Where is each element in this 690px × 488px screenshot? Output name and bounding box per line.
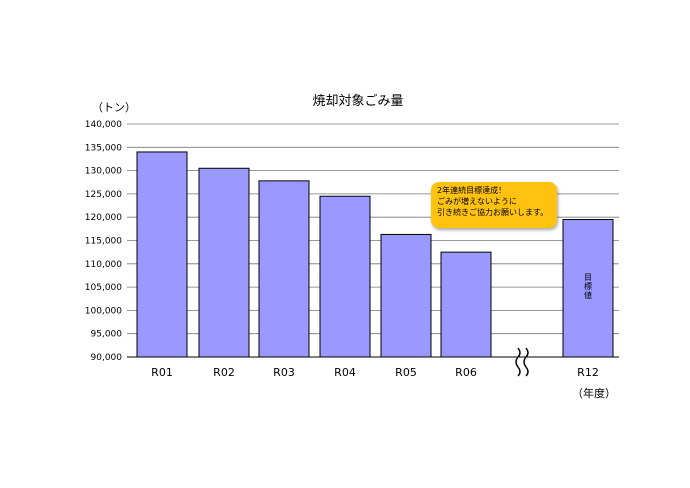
y-tick-label: 115,000 [85, 237, 122, 247]
achievement-callout: 2年連続目標達成！ ごみが増えないように 引き続きご協力お願いします。 [431, 182, 557, 228]
y-tick-label: 100,000 [85, 306, 122, 316]
target-bar-label: 目標値 [584, 273, 592, 300]
y-tick-label: 90,000 [91, 353, 123, 363]
y-tick-label: 125,000 [85, 190, 122, 200]
chart-title: 焼却対象ごみ量 [312, 93, 403, 109]
y-tick-label: 105,000 [85, 283, 122, 293]
bar-r03 [258, 180, 310, 358]
bar-r05 [380, 233, 432, 358]
bar-r04 [319, 195, 371, 358]
y-tick-label: 95,000 [91, 330, 123, 340]
y-tick-label: 110,000 [85, 260, 122, 270]
x-tick-label: R03 [273, 366, 295, 379]
bar-r12 [562, 219, 614, 358]
y-tick-label: 120,000 [85, 213, 122, 223]
x-tick-label: R06 [455, 366, 477, 379]
callout-line-2: ごみが増えないように [437, 197, 517, 206]
x-tick-label: R04 [334, 366, 356, 379]
callout-line-3: 引き続きご協力お願いします。 [437, 208, 549, 217]
x-tick-label: R12 [577, 366, 599, 379]
y-tick-label: 135,000 [85, 143, 122, 153]
bar-r02 [198, 167, 250, 358]
axis-break-symbol [515, 347, 529, 377]
x-tick-labels: R01 R02 R03 R04 R05 R06 R12 [151, 366, 599, 379]
x-tick-label: R02 [213, 366, 235, 379]
y-axis-unit: （トン） [92, 101, 136, 114]
x-axis-unit: （年度） [572, 386, 616, 400]
y-tick-label: 130,000 [85, 167, 122, 177]
bar-r06 [440, 251, 492, 358]
callout-line-1: 2年連続目標達成！ [437, 186, 507, 195]
y-tick-labels: 90,000 95,000 100,000 105,000 110,000 115,000… [85, 120, 122, 363]
y-tick-label: 140,000 [85, 120, 122, 130]
x-tick-label: R01 [151, 366, 173, 379]
x-tick-label: R05 [395, 366, 417, 379]
bar-r01 [136, 151, 188, 358]
